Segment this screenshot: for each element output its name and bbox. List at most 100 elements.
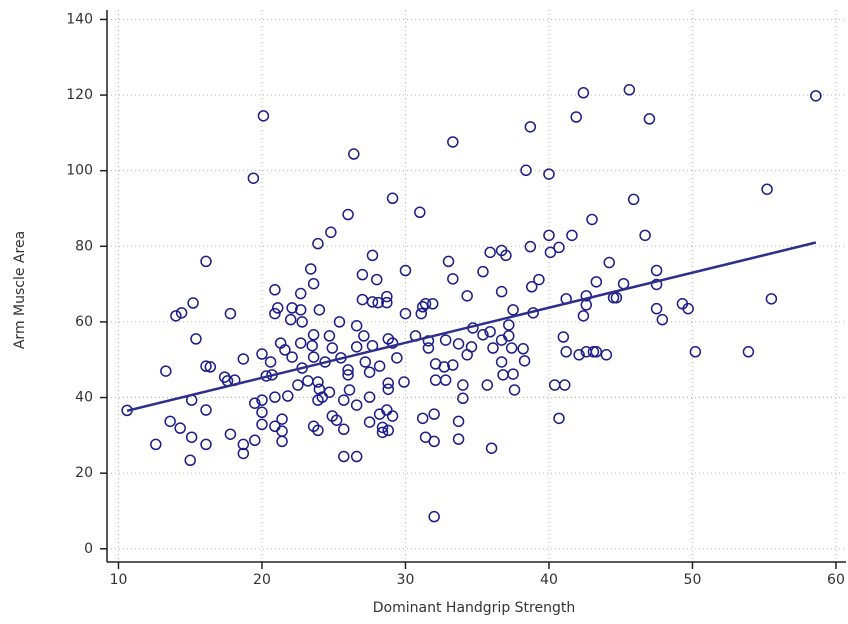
point [508, 384, 521, 396]
point [342, 369, 354, 381]
point [428, 408, 440, 420]
point [543, 168, 555, 180]
point [600, 349, 613, 361]
point [573, 349, 585, 361]
point [343, 384, 356, 396]
point [256, 406, 268, 419]
point [269, 284, 281, 296]
point [294, 304, 307, 316]
point [484, 246, 496, 259]
y-tick-label: 100 [66, 163, 93, 179]
point [553, 241, 565, 254]
point [326, 342, 339, 354]
point [447, 359, 459, 371]
point [359, 356, 372, 368]
point [366, 296, 379, 308]
point [810, 90, 822, 102]
point [580, 299, 593, 311]
point [305, 263, 317, 275]
point [150, 438, 162, 451]
y-tick-label: 20 [75, 465, 93, 481]
point [587, 346, 600, 358]
point [200, 255, 212, 268]
point [286, 351, 298, 363]
point [363, 416, 376, 428]
point [286, 302, 298, 314]
point [495, 285, 508, 298]
point [174, 422, 186, 434]
x-tick-label: 10 [110, 572, 128, 588]
x-tick-label: 20 [253, 572, 271, 588]
point [382, 424, 395, 437]
point [356, 293, 369, 306]
point [639, 229, 651, 242]
point [170, 310, 182, 322]
point [627, 193, 640, 206]
point [284, 313, 297, 326]
point [279, 344, 291, 356]
point [429, 374, 442, 386]
point [356, 268, 369, 281]
point [544, 246, 557, 259]
y-tick-label: 80 [75, 238, 93, 254]
x-tick-label: 30 [397, 572, 415, 588]
point [294, 287, 307, 300]
point [428, 435, 440, 448]
point [381, 404, 393, 416]
point [164, 415, 176, 428]
point [373, 360, 386, 372]
point [160, 365, 172, 377]
point [185, 431, 198, 443]
point [276, 425, 288, 437]
point [269, 307, 281, 320]
point [570, 111, 582, 123]
point [399, 264, 412, 277]
point [338, 450, 350, 463]
point [247, 172, 260, 184]
point [682, 302, 694, 315]
point [465, 341, 478, 353]
point [187, 297, 199, 309]
point [376, 421, 389, 434]
point [422, 335, 435, 347]
point [276, 435, 288, 448]
point [342, 364, 354, 376]
point [363, 391, 376, 403]
point [656, 313, 669, 326]
point [237, 438, 250, 451]
point [485, 442, 498, 454]
fit-line [126, 241, 817, 412]
point [381, 290, 393, 303]
point [184, 454, 196, 467]
point [312, 394, 324, 406]
point [306, 339, 318, 352]
point [505, 342, 518, 354]
point [553, 412, 565, 425]
point [249, 434, 261, 447]
point [610, 291, 623, 304]
point [422, 342, 435, 354]
point [257, 110, 270, 122]
point [224, 307, 237, 320]
point [623, 84, 636, 96]
x-tick-label: 50 [684, 572, 702, 588]
point [761, 183, 773, 195]
point [650, 264, 663, 277]
y-tick-label: 140 [66, 11, 93, 27]
point [294, 337, 307, 349]
point [457, 379, 469, 391]
point [330, 414, 343, 426]
point [382, 377, 395, 389]
point [603, 256, 615, 269]
point [190, 333, 202, 345]
point [350, 319, 363, 332]
y-tick-label: 40 [75, 390, 93, 406]
x-axis-label: Dominant Handgrip Strength [373, 600, 575, 616]
point [439, 374, 452, 386]
point [452, 338, 465, 350]
point [256, 348, 268, 360]
point [350, 450, 363, 463]
point [457, 392, 469, 405]
point [256, 394, 268, 406]
point [503, 330, 515, 342]
